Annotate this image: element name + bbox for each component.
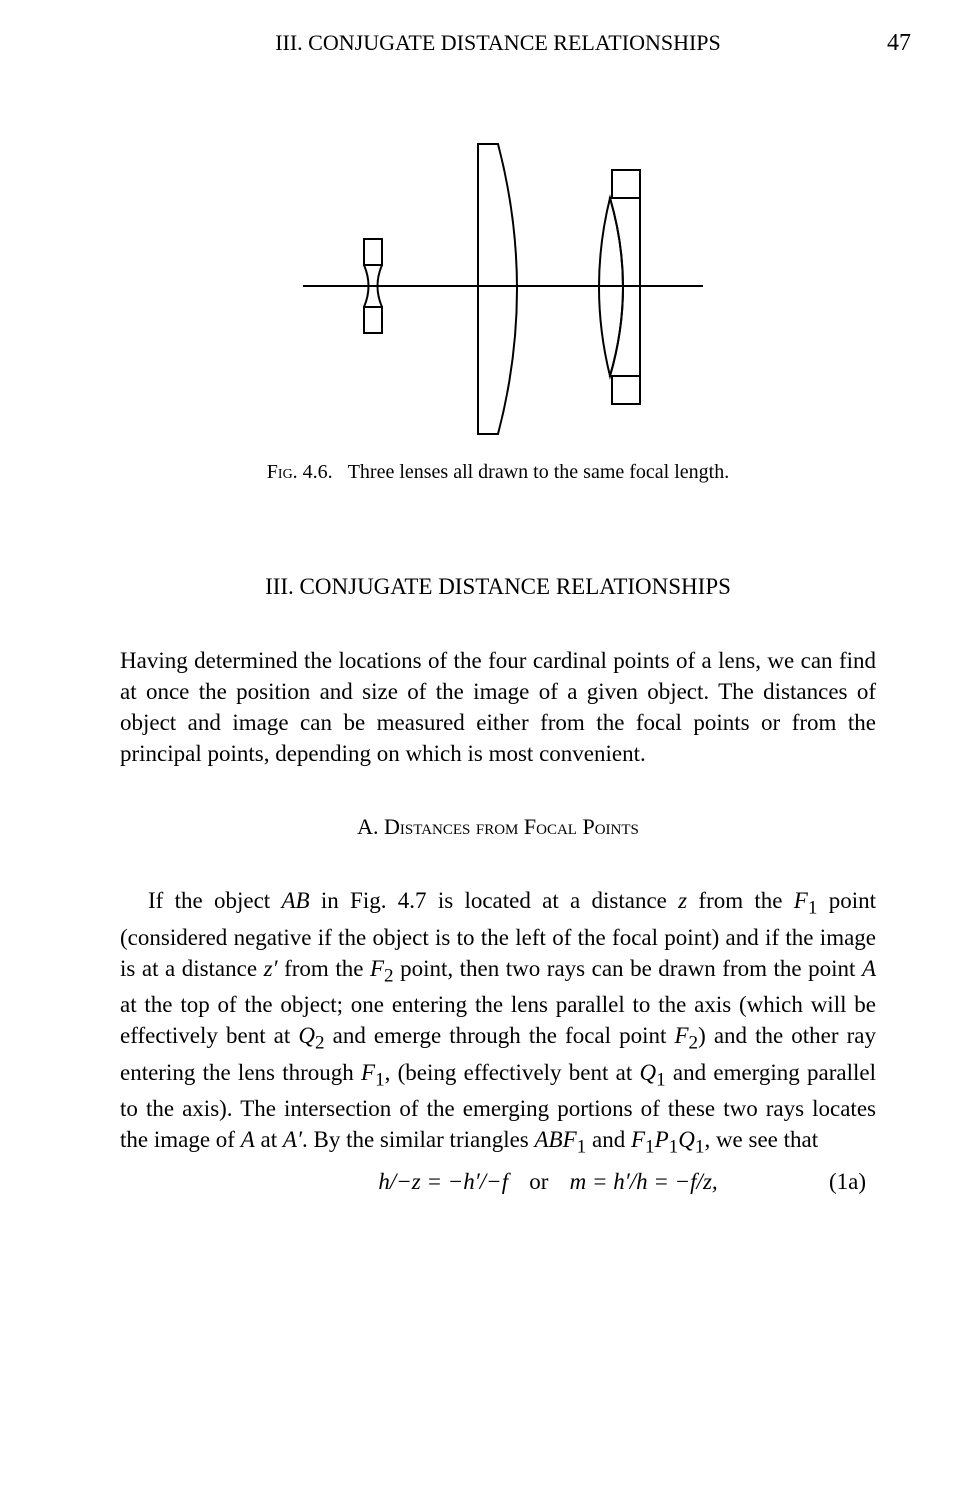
subsection-paragraph: If the object AB in Fig. 4.7 is located …: [120, 885, 876, 1160]
sym-F2b: F: [674, 1023, 688, 1048]
sym-ABF1: ABF: [535, 1127, 577, 1152]
sym-F2-sub: 2: [384, 965, 394, 986]
sym-zp: z′: [264, 956, 278, 981]
sym-F2b-sub: 2: [689, 1033, 699, 1054]
figure-label: Fig. 4.6.: [267, 461, 333, 483]
t2: in Fig. 4.7 is located at a distance: [310, 888, 679, 913]
sym-Q1-sub: 1: [656, 1069, 666, 1090]
figure-caption: Fig. 4.6. Three lenses all drawn to the …: [120, 461, 876, 484]
subsection-prefix: A.: [357, 814, 384, 839]
eq-rhs: m = h′/h = −f/z,: [570, 1169, 718, 1194]
eq-lhs: h/−z = −h′/−f: [378, 1169, 508, 1194]
sym-F1-sub: 1: [808, 898, 818, 919]
t5: from the: [278, 956, 370, 981]
sym-F1P1Q1-F: F: [631, 1127, 645, 1152]
eq-or: or: [514, 1169, 564, 1195]
sym-F1P1Q1-s1: 1: [645, 1137, 655, 1158]
subsection-title: A. Distances from Focal Points: [120, 814, 876, 840]
sym-F1P1Q1-s3: 1: [695, 1137, 705, 1158]
t15: , we see that: [704, 1127, 818, 1152]
sym-Q2-sub: 2: [315, 1033, 325, 1054]
equation-1a: h/−z = −h′/−f or m = h′/h = −f/z, (1a): [120, 1169, 876, 1195]
subsection-smallcaps: Distances from Focal Points: [384, 814, 639, 839]
section-paragraph: Having determined the locations of the f…: [120, 645, 876, 769]
para-frag-1: If the object AB in Fig. 4.7 is located …: [120, 885, 876, 1160]
sym-Q2: Q: [298, 1023, 315, 1048]
running-title: III. CONJUGATE DISTANCE RELATIONSHIPS: [275, 30, 721, 55]
t10: , (being effectively bent at: [385, 1060, 640, 1085]
t8: and emerge through the focal point: [325, 1023, 675, 1048]
t1: If the object: [148, 888, 281, 913]
sym-Ap: A′: [283, 1127, 302, 1152]
figure-4-6: [120, 106, 876, 436]
sym-AB: AB: [281, 888, 309, 913]
sym-A: A: [862, 956, 876, 981]
t12: at: [255, 1127, 283, 1152]
sym-F1b-sub: 1: [375, 1069, 385, 1090]
figure-caption-body: Three lenses all drawn to the same focal…: [348, 461, 730, 483]
running-header: III. CONJUGATE DISTANCE RELATIONSHIPS 47: [120, 30, 876, 56]
sym-ABF1-sub: 1: [577, 1137, 587, 1158]
figure-caption-text: [338, 461, 348, 483]
t6: point, then two rays can be drawn from t…: [394, 956, 862, 981]
t3: from the: [687, 888, 794, 913]
eq-label: (1a): [829, 1169, 866, 1195]
sym-F1: F: [794, 888, 808, 913]
sym-A2: A: [241, 1127, 255, 1152]
t14: and: [586, 1127, 631, 1152]
lens-diagram: [288, 106, 708, 436]
t13: . By the similar triangles: [302, 1127, 535, 1152]
sym-F1b: F: [361, 1060, 375, 1085]
section-title: III. CONJUGATE DISTANCE RELATIONSHIPS: [120, 574, 876, 600]
page-number: 47: [887, 30, 911, 57]
sym-F1P1Q1-Q: Q: [678, 1127, 695, 1152]
sym-z: z: [678, 888, 687, 913]
sym-F1P1Q1-P: P: [655, 1127, 669, 1152]
sym-F1P1Q1-s2: 1: [669, 1137, 679, 1158]
sym-Q1: Q: [639, 1060, 656, 1085]
sym-F2: F: [370, 956, 384, 981]
